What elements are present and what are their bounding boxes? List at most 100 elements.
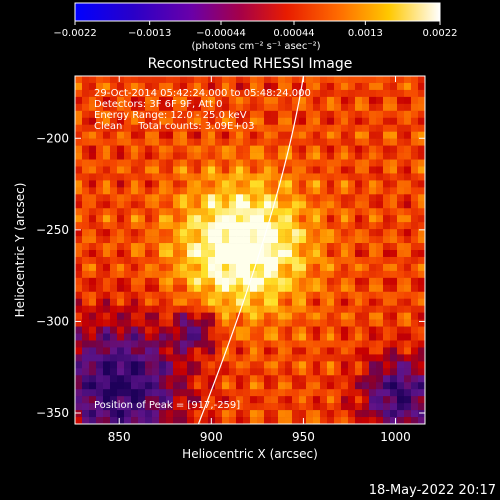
heatmap-cell — [348, 103, 356, 112]
heatmap-cell — [159, 312, 167, 320]
heatmap-cell — [383, 201, 391, 209]
heatmap-cell — [159, 201, 167, 209]
heatmap-cell — [292, 291, 300, 300]
heatmap-cell — [110, 117, 118, 126]
heatmap-cell — [397, 319, 405, 327]
heatmap-cell — [215, 277, 223, 286]
heatmap-cell — [362, 312, 370, 320]
heatmap-cell — [173, 89, 181, 98]
heatmap-cell — [103, 410, 111, 418]
heatmap-cell — [110, 403, 118, 411]
heatmap-cell — [117, 229, 125, 237]
heatmap-cell — [243, 89, 251, 98]
heatmap-cell — [75, 243, 83, 251]
heatmap-cell — [89, 159, 97, 167]
heatmap-cell — [145, 208, 153, 216]
heatmap-cell — [222, 291, 230, 300]
heatmap-cell — [334, 159, 342, 167]
heatmap-cell — [418, 110, 425, 119]
heatmap-cell — [362, 229, 370, 237]
heatmap-cell — [257, 145, 265, 153]
heatmap-cell — [327, 305, 335, 313]
heatmap-cell — [145, 347, 153, 355]
heatmap-cell — [117, 173, 125, 181]
heatmap-cell — [411, 76, 419, 84]
heatmap-cell — [264, 368, 272, 376]
heatmap-cell — [390, 396, 398, 404]
heatmap-cell — [341, 82, 349, 91]
heatmap-cell — [341, 410, 349, 418]
heatmap-cell — [376, 243, 384, 251]
heatmap-cell — [348, 208, 356, 216]
heatmap-cell — [285, 187, 293, 195]
heatmap-cell — [89, 180, 97, 188]
heatmap-cell — [110, 103, 118, 112]
heatmap-cell — [355, 326, 363, 334]
heatmap-cell — [390, 312, 398, 320]
heatmap-cell — [306, 145, 314, 153]
heatmap-cell — [271, 138, 279, 146]
heatmap-cell — [152, 277, 160, 286]
heatmap-cell — [390, 110, 398, 119]
heatmap-cell — [180, 131, 188, 139]
heatmap-cell — [222, 354, 230, 362]
heatmap-cell — [89, 382, 97, 390]
heatmap-cell — [152, 250, 160, 258]
heatmap-cell — [75, 396, 83, 404]
heatmap-cell — [306, 194, 314, 202]
heatmap-cell — [257, 298, 265, 306]
heatmap-cell — [348, 284, 356, 293]
heatmap-cell — [201, 222, 209, 230]
heatmap-cell — [397, 375, 405, 383]
heatmap-cell — [376, 319, 384, 327]
heatmap-cell — [194, 187, 202, 195]
heatmap-cell — [348, 131, 356, 139]
heatmap-cell — [383, 138, 391, 146]
heatmap-cell — [397, 263, 405, 272]
heatmap-cell — [96, 340, 104, 348]
heatmap-cell — [278, 312, 286, 320]
heatmap-cell — [131, 124, 139, 132]
heatmap-cell — [320, 291, 328, 300]
heatmap-cell — [257, 82, 265, 91]
heatmap-cell — [355, 284, 363, 293]
heatmap-cell — [89, 277, 97, 286]
heatmap-cell — [306, 312, 314, 320]
heatmap-cell — [89, 229, 97, 237]
heatmap-cell — [404, 284, 412, 293]
heatmap-cell — [320, 319, 328, 327]
heatmap-cell — [145, 382, 153, 390]
heatmap-cell — [138, 229, 146, 237]
heatmap-cell — [145, 236, 153, 244]
heatmap-cell — [376, 159, 384, 167]
heatmap-cell — [201, 180, 209, 188]
heatmap-cell — [117, 124, 125, 132]
heatmap-cell — [208, 284, 216, 293]
heatmap-cell — [243, 417, 251, 424]
heatmap-cell — [166, 82, 174, 91]
heatmap-cell — [166, 243, 174, 251]
heatmap-cell — [369, 152, 377, 160]
heatmap-cell — [348, 117, 356, 126]
heatmap-cell — [208, 103, 216, 112]
heatmap-cell — [110, 194, 118, 202]
heatmap-cell — [117, 89, 125, 98]
heatmap-cell — [369, 256, 377, 265]
heatmap-cell — [110, 152, 118, 160]
heatmap-cell — [110, 222, 118, 230]
heatmap-cell — [383, 375, 391, 383]
heatmap-cell — [257, 222, 265, 230]
heatmap-cell — [75, 277, 83, 286]
heatmap-cell — [82, 117, 90, 126]
heatmap-cell — [124, 243, 132, 251]
heatmap-cell — [362, 180, 370, 188]
heatmap-cell — [173, 284, 181, 293]
heatmap-cell — [215, 201, 223, 209]
heatmap-cell — [187, 145, 195, 153]
heatmap-cell — [257, 187, 265, 195]
heatmap-cell — [110, 89, 118, 98]
heatmap-cell — [334, 201, 342, 209]
heatmap-cell — [411, 236, 419, 244]
heatmap-cell — [285, 396, 293, 404]
heatmap-cell — [152, 138, 160, 146]
